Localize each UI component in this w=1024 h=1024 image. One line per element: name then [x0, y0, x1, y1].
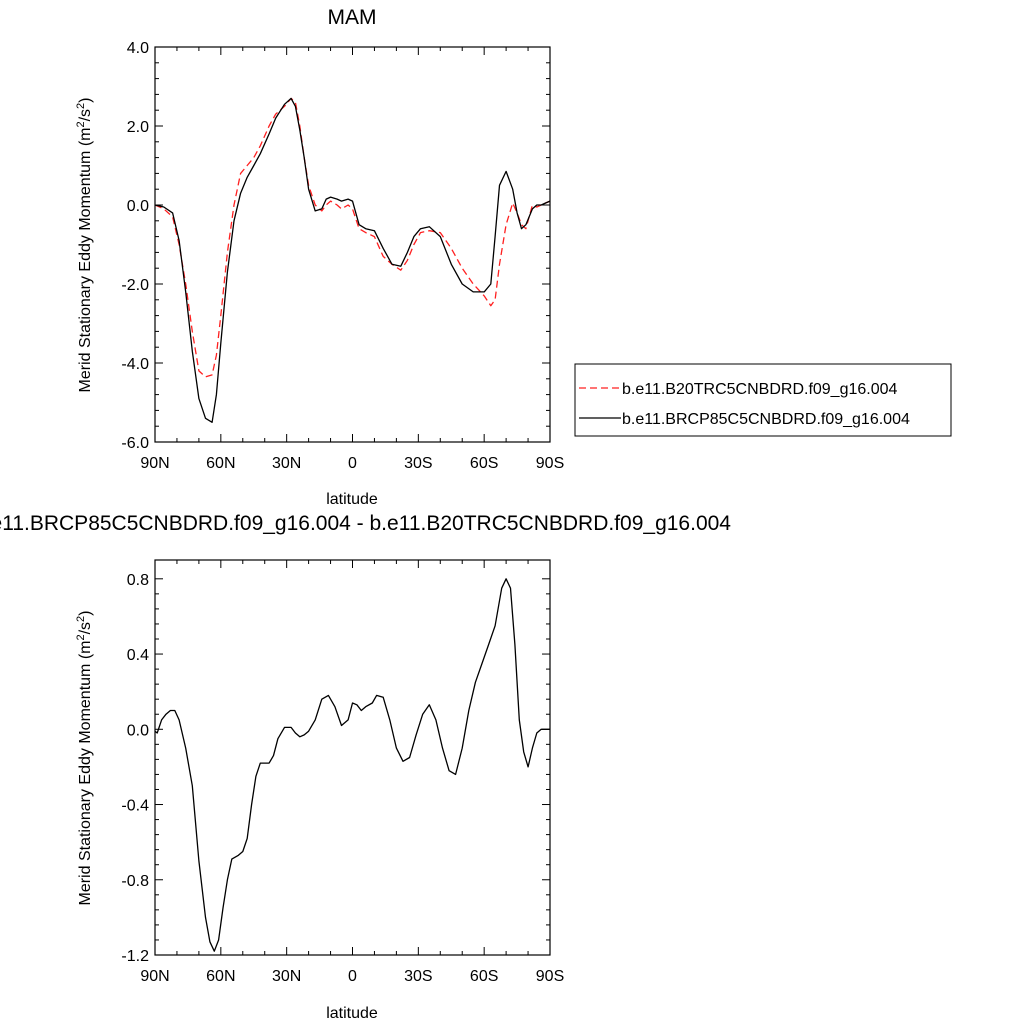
bottom-x-tick-label: 60N [206, 968, 235, 985]
bottom-y-label-sup2: 2 [75, 616, 87, 622]
bottom-x-tick-label: 60S [470, 968, 498, 985]
bottom-y-label-mid: /s [77, 622, 94, 634]
top-x-tick-label: 60N [206, 455, 235, 472]
top-y-tick-label: 4.0 [127, 40, 149, 57]
bottom-series-line-1 [154, 578, 550, 952]
top-x-tick-label: 30S [404, 455, 432, 472]
top-series-line-2 [154, 97, 551, 423]
bottom-y-label-text: Merid Stationary Eddy Momentum (m [77, 641, 94, 906]
top-plot-frame [154, 46, 551, 443]
top-x-tick-label: 60S [470, 455, 498, 472]
top-chart-title: MAM [328, 6, 377, 29]
top-y-label-mid: /s [77, 109, 94, 121]
top-x-axis-label: latitude [326, 491, 378, 508]
bottom-x-axis-label: latitude [326, 1005, 378, 1022]
top-y-axis-label: Merid Stationary Eddy Momentum (m2/s2) [75, 97, 94, 392]
top-y-label-sup: 2 [75, 121, 87, 127]
top-plot-area: -6.0 -4.0 -2.0 0.0 2.0 4.0 90N 60N 30N 0 30S 60S 90S [121, 40, 564, 472]
legend-label-series-2: b.e11.BRCP85C5CNBDRD.f09_g16.004 [622, 411, 910, 428]
bottom-x-tick-label: 0 [348, 968, 357, 985]
top-y-tick-label: -4.0 [121, 356, 149, 373]
bottom-y-axis-label: Merid Stationary Eddy Momentum (m2/s2) [75, 610, 94, 905]
bottom-y-label-sup: 2 [75, 634, 87, 640]
bottom-plot-area: -1.2 -0.8 -0.4 0.0 0.4 0.8 90N 60N 30N 0 30S 60S 90S [121, 560, 564, 985]
bottom-y-tick-label: -0.8 [121, 873, 149, 890]
bottom-plot-frame [154, 559, 551, 956]
top-x-tick-label: 90S [536, 455, 564, 472]
bottom-y-label-end: ) [77, 610, 94, 615]
bottom-x-tick-label: 90S [536, 968, 564, 985]
bottom-y-tick-label: 0.0 [127, 722, 149, 739]
bottom-panel: b.e11.BRCP85C5CNBDRD.f09_g16.004 - b.e11… [0, 512, 731, 1022]
legend: b.e11.B20TRC5CNBDRD.f09_g16.004 b.e11.BR… [574, 363, 952, 437]
bottom-chart-title: b.e11.BRCP85C5CNBDRD.f09_g16.004 - b.e11… [0, 512, 731, 535]
bottom-y-tick-label: 0.8 [127, 572, 149, 589]
legend-box [574, 363, 952, 437]
bottom-x-tick-label: 90N [140, 968, 169, 985]
top-y-label-end: ) [77, 97, 94, 102]
top-panel: MAM -6.0 -4.0 -2.0 0.0 2.0 4.0 90N 60N 30N 0 30S 60… [75, 6, 952, 508]
bottom-x-tick-label: 30S [404, 968, 432, 985]
top-y-label-text: Merid Stationary Eddy Momentum (m [77, 128, 94, 393]
bottom-y-tick-label: -0.4 [121, 798, 149, 815]
bottom-x-tick-label: 30N [272, 968, 301, 985]
bottom-y-tick-label: -1.2 [121, 948, 149, 965]
top-x-tick-label: 90N [140, 455, 169, 472]
top-series-line-1 [154, 97, 551, 378]
bottom-y-tick-label: 0.4 [127, 647, 149, 664]
top-x-tick-label: 0 [348, 455, 357, 472]
top-y-label-sup2: 2 [75, 103, 87, 109]
legend-label-series-1: b.e11.B20TRC5CNBDRD.f09_g16.004 [622, 381, 898, 398]
top-y-tick-label: -6.0 [121, 435, 149, 452]
top-y-tick-label: 0.0 [127, 198, 149, 215]
top-y-tick-label: 2.0 [127, 119, 149, 136]
top-y-tick-label: -2.0 [121, 277, 149, 294]
top-x-tick-label: 30N [272, 455, 301, 472]
